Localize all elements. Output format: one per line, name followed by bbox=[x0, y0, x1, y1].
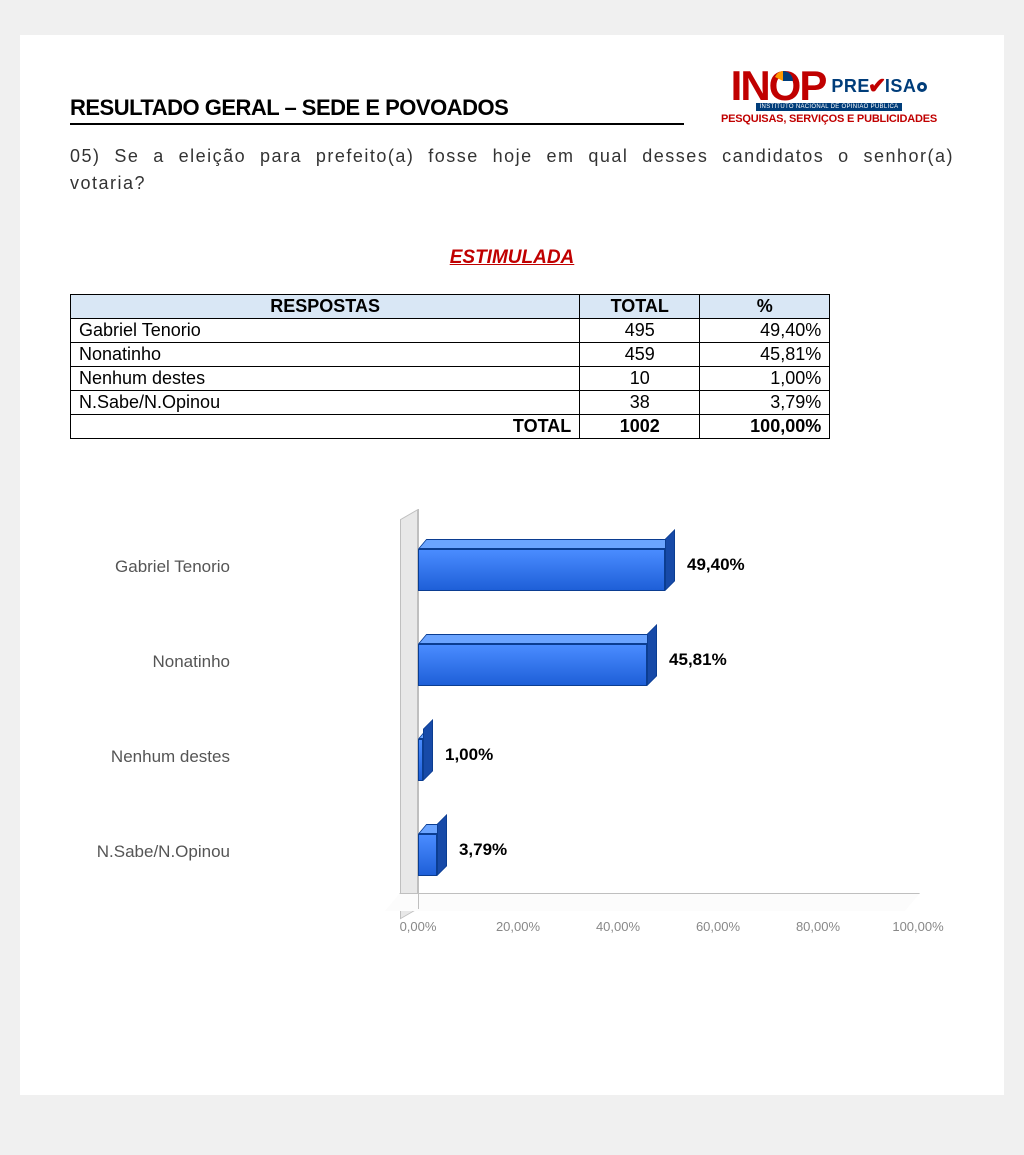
table-body: Gabriel Tenorio 495 49,40% Nonatinho 459… bbox=[71, 319, 830, 439]
bar-chart: 49,40%45,81%1,00%3,79% Gabriel TenorioNo… bbox=[210, 509, 770, 939]
cell-label: Nonatinho bbox=[71, 343, 580, 367]
bar-side bbox=[647, 624, 657, 686]
question-text: 05) Se a eleição para prefeito(a) fosse … bbox=[70, 143, 954, 197]
cell-pct: 45,81% bbox=[700, 343, 830, 367]
results-table: RESPOSTAS TOTAL % Gabriel Tenorio 495 49… bbox=[70, 294, 830, 439]
table-row: Gabriel Tenorio 495 49,40% bbox=[71, 319, 830, 343]
bar-value-label: 45,81% bbox=[669, 650, 727, 670]
bar-side bbox=[423, 719, 433, 781]
col-pct: % bbox=[700, 295, 830, 319]
previsao-pre: PRE bbox=[831, 76, 870, 97]
category-label: Gabriel Tenorio bbox=[50, 557, 230, 577]
bar-value-label: 3,79% bbox=[459, 840, 507, 860]
cell-total: 38 bbox=[580, 391, 700, 415]
previsao-logo: PRE✔ISA bbox=[831, 73, 927, 99]
cell-total-pct: 100,00% bbox=[700, 415, 830, 439]
bar-value-label: 1,00% bbox=[445, 745, 493, 765]
cell-total: 10 bbox=[580, 367, 700, 391]
x-tick-label: 20,00% bbox=[496, 919, 540, 934]
chart-back-wall bbox=[400, 509, 418, 919]
bar-front bbox=[418, 644, 647, 686]
bar-front bbox=[418, 834, 437, 876]
cell-pct: 49,40% bbox=[700, 319, 830, 343]
bar-top bbox=[418, 539, 673, 549]
x-tick-label: 40,00% bbox=[596, 919, 640, 934]
category-label: Nonatinho bbox=[50, 652, 230, 672]
bar-side bbox=[665, 529, 675, 591]
x-tick-label: 100,00% bbox=[892, 919, 943, 934]
chart-floor bbox=[385, 893, 920, 911]
cell-total-sum: 1002 bbox=[580, 415, 700, 439]
bar-side bbox=[437, 814, 447, 876]
header-row: RESULTADO GERAL – SEDE E POVOADOS INOP P… bbox=[70, 65, 954, 125]
x-tick-label: 0,00% bbox=[400, 919, 437, 934]
previsao-post: ISA bbox=[885, 76, 917, 97]
cell-pct: 3,79% bbox=[700, 391, 830, 415]
cell-label: Nenhum destes bbox=[71, 367, 580, 391]
bar-value-label: 49,40% bbox=[687, 555, 745, 575]
inop-logo: INOP bbox=[731, 65, 826, 107]
bar-top bbox=[418, 634, 655, 644]
cell-label: Gabriel Tenorio bbox=[71, 319, 580, 343]
section-label: ESTIMULADA bbox=[70, 247, 954, 269]
cell-pct: 1,00% bbox=[700, 367, 830, 391]
page-title: RESULTADO GERAL – SEDE E POVOADOS bbox=[70, 95, 684, 125]
cell-total-label: TOTAL bbox=[71, 415, 580, 439]
page: RESULTADO GERAL – SEDE E POVOADOS INOP P… bbox=[20, 35, 1004, 1095]
table-header-row: RESPOSTAS TOTAL % bbox=[71, 295, 830, 319]
ring-icon bbox=[917, 82, 927, 92]
table-row: N.Sabe/N.Opinou 38 3,79% bbox=[71, 391, 830, 415]
x-tick-label: 60,00% bbox=[696, 919, 740, 934]
col-respostas: RESPOSTAS bbox=[71, 295, 580, 319]
logo-row: INOP PRE✔ISA bbox=[731, 65, 928, 107]
category-label: N.Sabe/N.Opinou bbox=[50, 842, 230, 862]
logo-block: INOP PRE✔ISA INSTITUTO NACIONAL DE OPINI… bbox=[704, 65, 954, 125]
col-total: TOTAL bbox=[580, 295, 700, 319]
table-row: Nenhum destes 10 1,00% bbox=[71, 367, 830, 391]
category-label: Nenhum destes bbox=[50, 747, 230, 767]
tagline: PESQUISAS, SERVIÇOS E PUBLICIDADES bbox=[721, 113, 937, 125]
table-total-row: TOTAL 1002 100,00% bbox=[71, 415, 830, 439]
table-row: Nonatinho 459 45,81% bbox=[71, 343, 830, 367]
plot-area: 49,40% 45,81% 1,00% 3,79% bbox=[400, 509, 920, 909]
x-tick-label: 80,00% bbox=[796, 919, 840, 934]
bar-front bbox=[418, 549, 665, 591]
cell-total: 459 bbox=[580, 343, 700, 367]
cell-label: N.Sabe/N.Opinou bbox=[71, 391, 580, 415]
cell-total: 495 bbox=[580, 319, 700, 343]
